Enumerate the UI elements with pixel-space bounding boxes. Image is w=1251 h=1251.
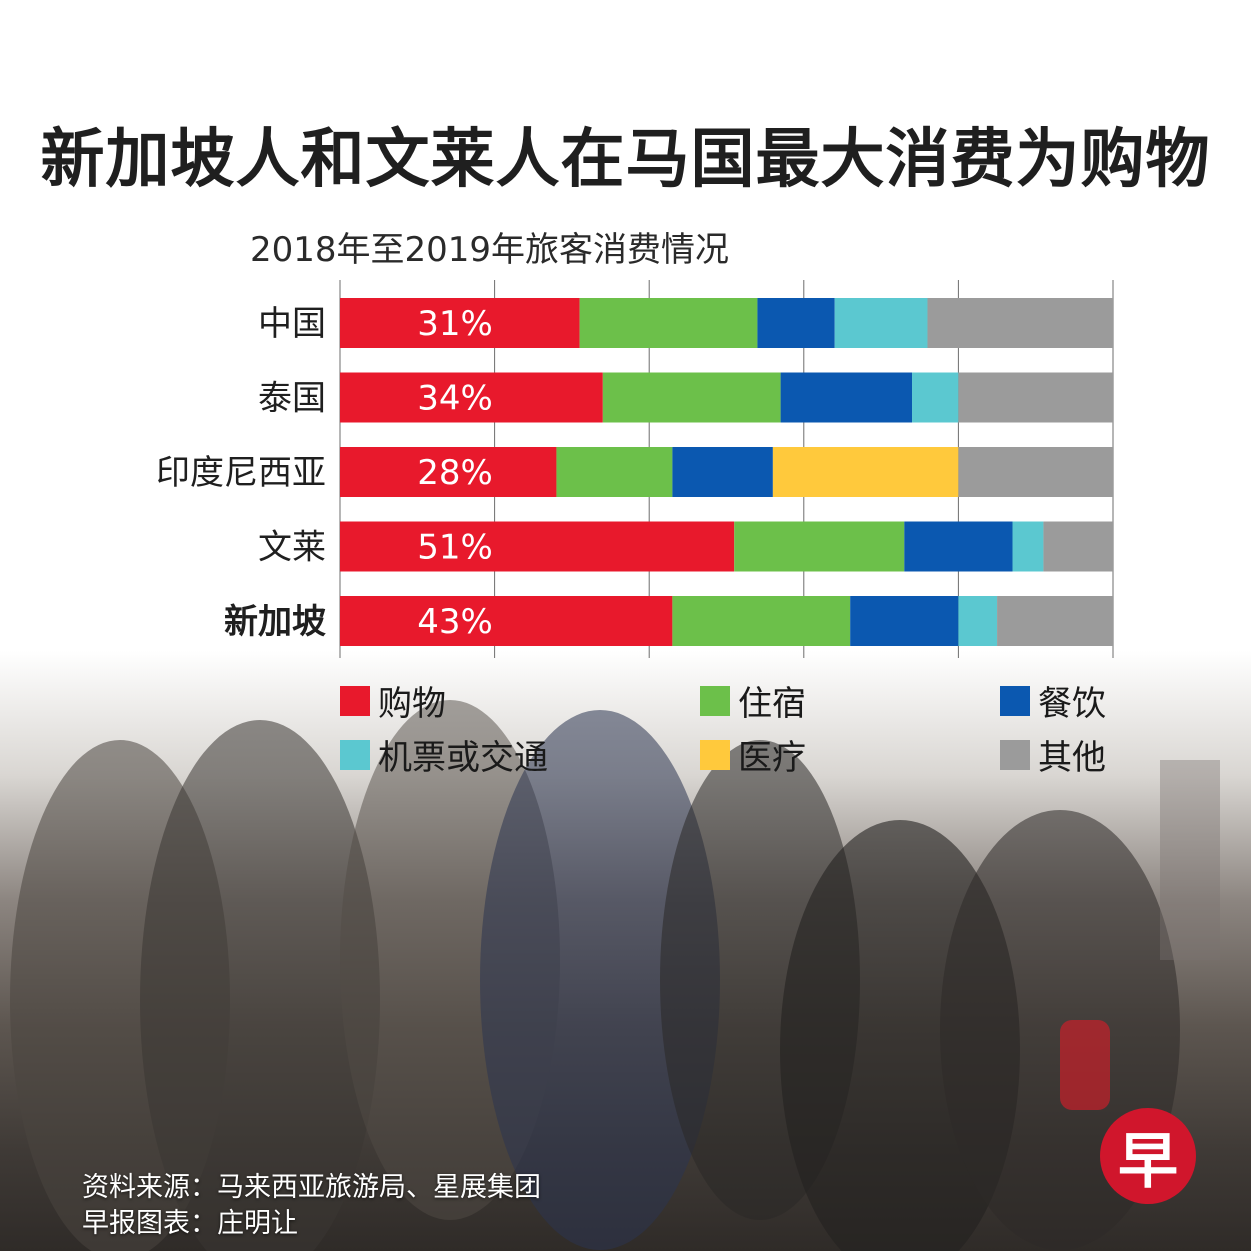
bar-segment-shopping [340, 521, 735, 572]
bar-segment-medical [772, 447, 959, 497]
bar-segment-accommodation [579, 298, 758, 348]
legend-item-shopping: 购物 [340, 676, 446, 725]
data-label: 31% [417, 304, 493, 344]
bars: 31% 34% 28% 51% 43% [340, 298, 1113, 646]
chart-subtitle: 2018年至2019年旅客消费情况 [250, 230, 730, 270]
category-label: 中国 [258, 304, 326, 344]
bar-segment-accommodation [556, 447, 673, 497]
bar-segment-transport [834, 298, 928, 348]
category-label: 文莱 [258, 528, 326, 568]
source-note: 资料来源：马来西亚旅游局、星展集团 [82, 1172, 541, 1203]
data-label: 34% [417, 379, 493, 419]
legend-item-transport: 机票或交通 [340, 730, 548, 779]
legend-swatch-shopping [340, 685, 370, 716]
page-title: 新加坡人和文莱人在马国最大消费为购物 [40, 123, 1211, 197]
bar-segment-shopping [340, 298, 580, 348]
legend-swatch-accommodation [700, 685, 730, 716]
data-label: 28% [417, 453, 493, 493]
bar-segment-dining [904, 521, 1013, 572]
bar-segment-other [997, 596, 1113, 646]
legend-swatch-other [1000, 739, 1030, 770]
legend-label-shopping: 购物 [378, 684, 446, 724]
bar-segment-shopping [340, 596, 673, 646]
legend-swatch-medical [700, 739, 730, 770]
legend-label-dining: 餐饮 [1038, 684, 1106, 724]
legend-label-transport: 机票或交通 [378, 738, 548, 778]
bar-segment-accommodation [602, 372, 781, 423]
legend-item-medical: 医疗 [700, 730, 806, 779]
legend-item-dining: 餐饮 [1000, 676, 1106, 725]
bar-segment-transport [958, 596, 998, 646]
legend-label-medical: 医疗 [738, 738, 806, 778]
bar-segment-shopping [340, 372, 603, 423]
chart-legend: 购物 住宿 餐饮 机票或交通 医疗 其他 [340, 676, 1140, 786]
legend-item-other: 其他 [1000, 730, 1106, 779]
bar-segment-transport [912, 372, 959, 423]
category-label: 泰国 [258, 379, 326, 419]
bar-segment-accommodation [672, 596, 851, 646]
bar-segment-other [927, 298, 1113, 348]
legend-label-accommodation: 住宿 [738, 684, 806, 724]
category-label: 新加坡 [224, 602, 326, 642]
bar-segment-other [1043, 521, 1113, 572]
legend-item-accommodation: 住宿 [700, 676, 806, 725]
category-label: 印度尼西亚 [156, 453, 326, 493]
legend-swatch-transport [340, 739, 370, 770]
bar-segment-dining [850, 596, 959, 646]
bar-segment-dining [757, 298, 835, 348]
bar-segment-other [958, 447, 1113, 497]
zaobao-logo: 早 [1100, 1108, 1196, 1204]
bar-segment-dining [780, 372, 913, 423]
data-label: 43% [417, 602, 493, 642]
bar-segment-transport [1012, 521, 1044, 572]
footer-credits: 资料来源：马来西亚旅游局、星展集团 早报图表：庄明让 [82, 1170, 541, 1242]
legend-label-other: 其他 [1038, 738, 1106, 778]
bar-segment-dining [672, 447, 773, 497]
graphic-credit: 早报图表：庄明让 [82, 1208, 298, 1239]
bar-segment-other [958, 372, 1113, 423]
data-label: 51% [417, 528, 493, 568]
legend-swatch-dining [1000, 685, 1030, 716]
bar-segment-shopping [340, 447, 557, 497]
bar-segment-accommodation [734, 521, 905, 572]
